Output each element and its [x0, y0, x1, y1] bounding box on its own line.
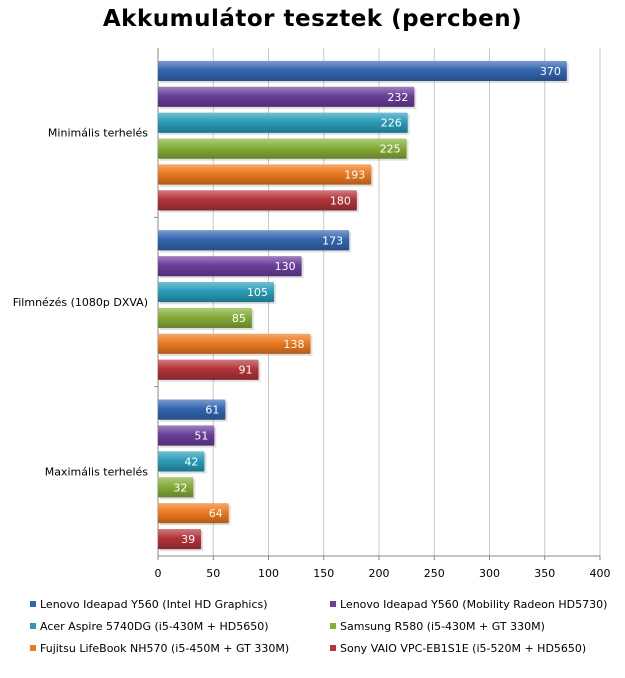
legend-item: Lenovo Ideapad Y560 (Mobility Radeon HD5…: [330, 598, 607, 611]
x-tick-label: 100: [258, 567, 279, 580]
x-tick-label: 50: [206, 567, 220, 580]
category-label: Maximális terhelés: [45, 465, 149, 478]
bar: [158, 86, 415, 107]
legend-swatch: [30, 623, 36, 629]
bar: [158, 333, 311, 354]
x-tick-label: 150: [313, 567, 334, 580]
bar-value-label: 39: [181, 533, 195, 546]
bar-value-label: 225: [380, 143, 401, 156]
bar: [158, 307, 252, 329]
bar-value-label: 51: [194, 430, 208, 443]
bar-value-label: 130: [275, 260, 296, 273]
bar: [158, 425, 215, 446]
x-tick-label: 0: [155, 567, 162, 580]
legend-label: Lenovo Ideapad Y560 (Mobility Radeon HD5…: [340, 598, 608, 611]
bar: [158, 138, 407, 159]
x-tick-label: 200: [369, 567, 390, 580]
bar: [158, 503, 229, 524]
x-tick-label: 400: [590, 567, 611, 580]
chart-plot: 0 50 100 150 200 250 300 350 400 Minimális terhe…: [13, 48, 611, 580]
bar-value-label: 138: [283, 338, 304, 351]
bar: [158, 112, 408, 133]
chart-title: Akkumulátor tesztek (percben): [102, 6, 523, 32]
legend-swatch: [30, 601, 36, 607]
bar: [158, 477, 194, 498]
legend-swatch: [330, 601, 336, 607]
legend-swatch: [30, 645, 36, 651]
bar: [158, 359, 259, 380]
legend-label: Fujitsu LifeBook NH570 (i5-450M + GT 330…: [40, 642, 290, 655]
bar-value-label: 42: [184, 455, 198, 468]
bars: [158, 60, 569, 552]
legend-label: Samsung R580 (i5-430M + GT 330M): [340, 620, 545, 633]
bar: [158, 230, 350, 251]
bar: [158, 190, 357, 211]
bar: [158, 399, 226, 420]
bar-value-label: 64: [209, 507, 223, 520]
bar-value-label: 180: [330, 194, 351, 207]
bar-value-label: 32: [173, 481, 187, 494]
legend-swatch: [330, 645, 336, 651]
legend-item: Lenovo Ideapad Y560 (Intel HD Graphics): [30, 598, 268, 611]
labels: Minimális terhelés 370 232 226 225 193 180 Film…: [13, 65, 561, 546]
x-tick-label: 300: [479, 567, 500, 580]
x-tick-label: 250: [424, 567, 445, 580]
legend-label: Acer Aspire 5740DG (i5-430M + HD5650): [40, 620, 269, 633]
x-tick-label: 350: [534, 567, 555, 580]
legend-item: Fujitsu LifeBook NH570 (i5-450M + GT 330…: [30, 642, 289, 655]
bar: [158, 281, 275, 303]
bar: [158, 451, 205, 472]
bar-value-label: 173: [322, 234, 343, 247]
bar-value-label: 61: [205, 404, 219, 417]
bar: [158, 256, 302, 277]
bar-value-label: 226: [381, 117, 402, 130]
bar-value-label: 370: [540, 65, 561, 78]
legend-label: Sony VAIO VPC-EB1S1E (i5-520M + HD5650): [340, 642, 587, 655]
bar: [158, 164, 372, 185]
category-label: Minimális terhelés: [48, 127, 148, 140]
category-label: Filmnézés (1080p DXVA): [13, 296, 148, 309]
bar: [158, 60, 567, 82]
bar-value-label: 105: [247, 286, 268, 299]
legend-item: Sony VAIO VPC-EB1S1E (i5-520M + HD5650): [330, 642, 586, 655]
bar-value-label: 232: [387, 91, 408, 104]
legend-item: Samsung R580 (i5-430M + GT 330M): [330, 620, 545, 633]
bar: [158, 528, 202, 550]
bar-value-label: 193: [344, 169, 365, 182]
bar-value-label: 85: [232, 312, 246, 325]
legend-swatch: [330, 623, 336, 629]
legend-item: Acer Aspire 5740DG (i5-430M + HD5650): [30, 620, 269, 633]
bar-value-label: 91: [239, 364, 253, 377]
legend-label: Lenovo Ideapad Y560 (Intel HD Graphics): [40, 598, 268, 611]
axes: 0 50 100 150 200 250 300 350 400: [154, 48, 611, 580]
